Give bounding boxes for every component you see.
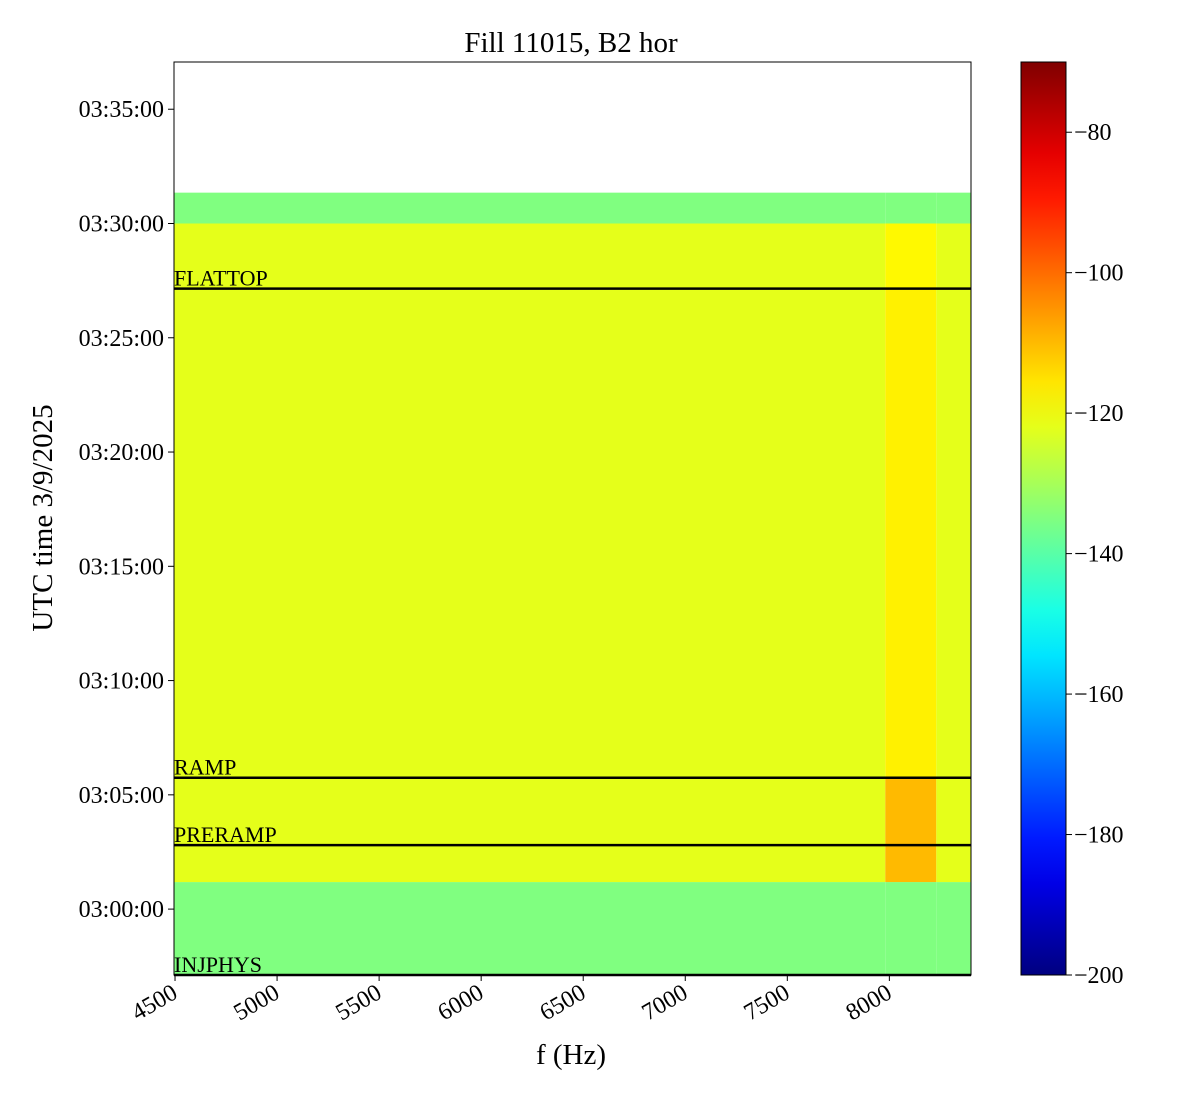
y-tick-label: 03:20:00 [79,440,164,466]
y-tick-label: 03:10:00 [79,669,164,695]
marker-label: RAMP [174,755,236,780]
y-tick-label: 03:30:00 [79,211,164,237]
heatmap-cell [885,192,937,224]
x-tick-label: 6000 [434,980,489,1027]
y-tick-label: 03:25:00 [79,326,164,352]
x-axis-label: f (Hz) [536,1039,606,1071]
heatmap-cell [885,845,937,883]
x-tick-label: 5000 [229,980,284,1027]
heatmap-cell [174,882,886,975]
y-tick-label: 03:35:00 [79,97,164,123]
plot-frame [173,61,972,976]
heatmap-cell [174,845,886,883]
colorbar-tick-label: −120 [1074,401,1124,427]
colorbar-tick-label: −200 [1074,963,1124,989]
x-tick-label: 4500 [127,980,182,1027]
heatmap-cell [174,777,886,846]
y-tick-label: 03:00:00 [79,897,164,923]
chart-title: Fill 11015, B2 hor [464,27,678,59]
marker-label: FLATTOP [174,266,268,291]
x-tick-label: 7500 [740,980,795,1027]
heatmap-cell [174,192,886,224]
heatmap-cell [936,288,971,778]
y-tick-label: 03:05:00 [79,783,164,809]
colorbar [1020,61,1067,976]
heatmap-cell [936,845,971,883]
heatmap-cell [885,777,937,846]
x-tick-label: 5500 [332,980,387,1027]
heatmap-cell [936,192,971,224]
y-tick-label: 03:15:00 [79,554,164,580]
colorbar-tick-label: −100 [1074,261,1124,287]
x-tick-label: 7000 [638,980,693,1027]
heatmap-cell [885,223,937,289]
x-tick-label: 6500 [536,980,591,1027]
x-tick-label: 8000 [842,980,897,1027]
heatmap-cell [174,223,886,289]
y-axis-label: UTC time 3/9/2025 [27,404,59,631]
marker-label: INJPHYS [174,952,262,977]
colorbar-tick-label: −160 [1074,682,1124,708]
heatmap-cell [936,223,971,289]
colorbar-tick-label: −140 [1074,542,1124,568]
heatmap-cell [885,882,937,975]
heatmap-cell [936,777,971,846]
marker-label: PRERAMP [174,822,277,847]
heatmap-cell [174,288,886,778]
heatmap-cell [936,882,971,975]
heatmap-cell [885,288,937,778]
colorbar-tick-label: −180 [1074,823,1124,849]
colorbar-tick-label: −80 [1074,120,1112,146]
